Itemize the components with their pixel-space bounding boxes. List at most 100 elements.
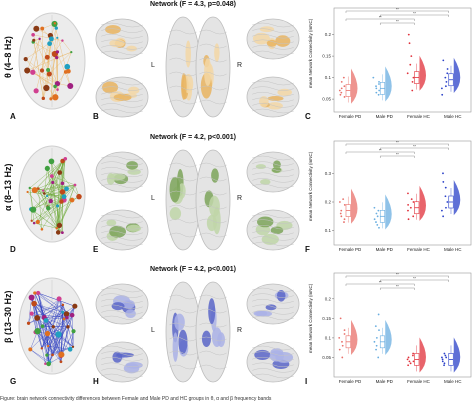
data-point (375, 337, 378, 339)
activation-region (208, 195, 220, 218)
data-point (410, 198, 413, 201)
category-label: Male PD (376, 247, 394, 252)
data-point (342, 198, 345, 201)
connection-edge (34, 184, 76, 191)
activation-region (172, 332, 179, 362)
sulcus-line (169, 71, 197, 77)
activation-region (105, 25, 121, 34)
data-point (339, 93, 342, 96)
y-tick-label: 0.05 (322, 97, 331, 102)
network-node (63, 311, 70, 317)
significance-marker: ** (379, 149, 382, 153)
network-node (69, 312, 75, 318)
figure-caption: Figure: brain network connectivity diffe… (0, 396, 272, 402)
sulcus-line (199, 57, 227, 63)
sulcus-line (101, 219, 143, 224)
significance-bracket (380, 155, 415, 158)
significance-bracket (380, 287, 415, 290)
y-tick-label: 0.1 (325, 75, 332, 80)
data-point (372, 76, 375, 79)
activation-region (211, 168, 219, 183)
sulcus-line (252, 236, 294, 241)
brain-surface-renders (95, 281, 300, 383)
network-node (44, 362, 47, 365)
chart-panel: 0.1 0.2 0.3 ** ** ** ** Female PD Male PD Female … (314, 135, 474, 264)
sulcus-line (101, 345, 143, 351)
connection-edge (32, 34, 49, 71)
data-point (375, 221, 377, 223)
violin-half (385, 66, 392, 102)
sulcus-line (252, 178, 294, 183)
connection-edge (37, 184, 76, 223)
data-point (407, 209, 409, 212)
data-point (445, 356, 448, 359)
sulcus-line (169, 364, 197, 370)
violin-half (350, 188, 358, 224)
data-point (407, 33, 410, 36)
network-node (46, 344, 50, 348)
data-point (442, 215, 445, 218)
data-point (444, 85, 447, 88)
sulcus-line (101, 356, 143, 362)
connection-edge (44, 317, 69, 328)
activation-region (102, 81, 119, 94)
y-tick-label: 0.15 (322, 316, 331, 321)
network-node (61, 303, 65, 307)
violin-half (385, 194, 392, 230)
data-point (340, 81, 343, 83)
network-node (33, 291, 37, 295)
network-node (46, 361, 52, 367)
category-label: Female HC (407, 379, 431, 384)
sulcus-line (252, 298, 294, 304)
network-node (71, 345, 75, 348)
activation-region (267, 95, 284, 101)
sulcus-line (169, 218, 197, 224)
connection-edge (34, 292, 62, 355)
data-point (375, 212, 378, 215)
connection-edge (47, 168, 58, 229)
category-label: Male HC (444, 114, 462, 119)
sulcus-line (199, 308, 227, 314)
network-node (65, 315, 69, 320)
network-node (48, 36, 54, 42)
network-node (53, 22, 57, 25)
network-title: Network (F = 4.3, p=0.048) (150, 1, 236, 8)
connection-edge (30, 349, 50, 363)
connection-edge (44, 184, 76, 194)
network-node (66, 325, 70, 329)
sulcus-line (252, 183, 294, 189)
connection-edge (46, 312, 63, 356)
network-node (61, 310, 65, 314)
data-point (445, 206, 447, 209)
network-node (57, 170, 63, 175)
raincloud-chart: 0.05 0.1 0.15 0.2 ** ** ** ** Female PD Male PD Fe… (322, 273, 472, 384)
data-point (343, 96, 346, 98)
data-point (338, 89, 341, 92)
connection-edge (30, 331, 38, 350)
connection-edge (48, 345, 71, 350)
network-node (61, 39, 64, 42)
network-node (29, 311, 34, 316)
panel-letter: C (305, 112, 311, 121)
data-point (342, 76, 345, 79)
significance-bracket (380, 147, 449, 150)
sulcus-line (252, 315, 294, 321)
data-point (407, 356, 410, 359)
sulcus-line (199, 218, 227, 224)
panel-letter: H (93, 377, 99, 386)
y-tick-label: 0.15 (322, 54, 331, 59)
network-node (51, 353, 54, 357)
data-point (377, 356, 380, 359)
connection-edge (33, 303, 43, 327)
network-node (53, 84, 57, 89)
brain-surface-panel (95, 274, 300, 397)
connectome-panel (12, 271, 92, 386)
sulcus-line (252, 368, 294, 373)
data-point (343, 329, 346, 331)
violin-half (453, 180, 461, 216)
data-point (378, 226, 380, 229)
data-point (412, 354, 414, 357)
data-point (443, 362, 446, 365)
data-point (343, 221, 345, 223)
activation-region (257, 216, 274, 228)
